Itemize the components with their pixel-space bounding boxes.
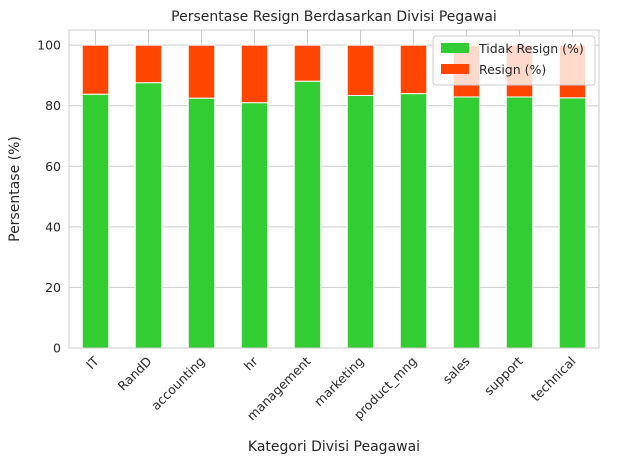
bar-resign-hr	[240, 44, 269, 104]
bar-tidak-resign-hr	[240, 102, 269, 349]
bar-resign-accounting	[187, 44, 216, 99]
y-tick-label: 0	[53, 341, 61, 356]
bar-tidak-resign-product_mng	[399, 93, 428, 349]
y-tick-label: 60	[45, 159, 61, 174]
y-tick-label: 100	[37, 38, 61, 53]
x-tick-label: technical	[528, 354, 579, 405]
x-tick-label: accounting	[148, 354, 207, 413]
legend-swatch	[441, 43, 469, 53]
bar-resign-product_mng	[399, 44, 428, 95]
chart-title: Persentase Resign Berdasarkan Divisi Peg…	[171, 9, 497, 25]
x-tick-label: hr	[241, 353, 261, 373]
legend-label: Tidak Resign (%)	[478, 41, 584, 56]
y-tick-label: 80	[45, 98, 61, 113]
bar-tidak-resign-technical	[558, 97, 587, 349]
bar-tidak-resign-support	[505, 96, 534, 349]
bar-tidak-resign-marketing	[346, 94, 375, 349]
bar-resign-IT	[81, 44, 110, 95]
x-axis-label: Kategori Divisi Peagawai	[248, 439, 420, 455]
bar-tidak-resign-IT	[81, 93, 110, 349]
bar-tidak-resign-RandD	[134, 82, 163, 349]
bar-resign-management	[293, 44, 322, 82]
bar-tidak-resign-sales	[452, 96, 481, 349]
bar-tidak-resign-management	[293, 80, 322, 349]
legend-label: Resign (%)	[479, 62, 546, 77]
y-tick-labels: 0 20 40 60 80 100	[37, 38, 61, 356]
x-tick-label: IT	[83, 353, 102, 372]
x-tick-label: marketing	[311, 354, 367, 410]
legend-swatch	[441, 64, 469, 74]
bar-resign-RandD	[134, 44, 163, 84]
bars	[81, 44, 587, 349]
y-tick-label: 20	[45, 280, 61, 295]
x-tick-label: sales	[439, 354, 472, 387]
x-tick-label: RandD	[115, 354, 155, 394]
x-tick-label: support	[481, 353, 526, 398]
bar-tidak-resign-accounting	[187, 97, 216, 349]
bar-resign-marketing	[346, 44, 375, 96]
legend-box	[432, 35, 596, 86]
y-tick-label: 40	[45, 219, 61, 234]
plot-frame	[68, 29, 600, 349]
legend: Tidak Resign (%) Resign (%)	[432, 35, 596, 86]
y-axis-label: Persentase (%)	[7, 136, 23, 242]
